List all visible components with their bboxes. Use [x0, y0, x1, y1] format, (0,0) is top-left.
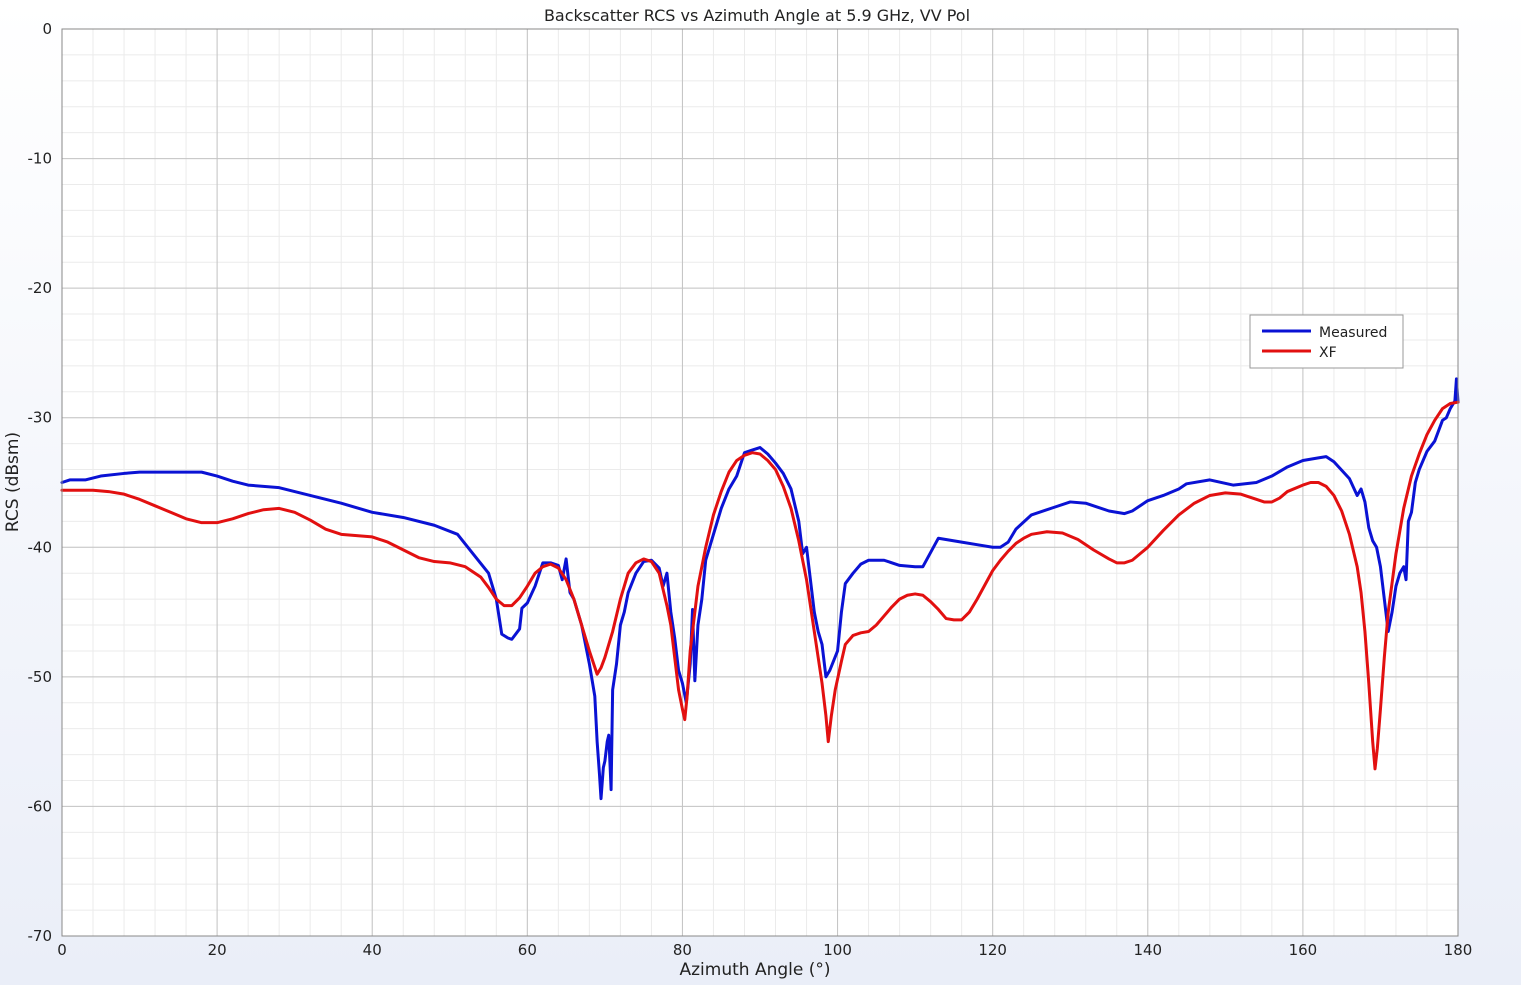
- y-tick-label: -40: [28, 538, 53, 556]
- y-tick-label: -20: [28, 279, 53, 297]
- y-tick-label: -60: [28, 797, 53, 815]
- x-axis-ticks: 0 20 40 60 80 100 120 140 160 180: [57, 941, 1472, 959]
- y-axis-ticks: 0 -10 -20 -30 -40 -50 -60 -70: [28, 20, 53, 945]
- x-axis-title: Azimuth Angle (°): [680, 960, 831, 980]
- x-tick-label: 60: [518, 941, 537, 959]
- plot-border: [61, 28, 1459, 937]
- legend-label-xf: XF: [1319, 345, 1337, 361]
- x-tick-label: 160: [1289, 941, 1318, 959]
- chart-title: Backscatter RCS vs Azimuth Angle at 5.9 …: [544, 6, 970, 25]
- series-line-xf: [60, 400, 1460, 771]
- y-tick-label: -50: [28, 668, 53, 686]
- y-tick-label: -10: [28, 150, 53, 168]
- x-tick-label: 20: [208, 941, 227, 959]
- y-axis-title: RCS (dBsm): [3, 432, 23, 532]
- x-tick-label: 0: [57, 941, 67, 959]
- y-tick-label: 0: [42, 20, 52, 38]
- series-line-measured: [60, 377, 1460, 801]
- x-tick-label: 180: [1444, 941, 1473, 959]
- x-tick-label: 100: [823, 941, 852, 959]
- series-layer: [60, 377, 1460, 801]
- x-tick-label: 40: [363, 941, 382, 959]
- x-tick-label: 140: [1133, 941, 1162, 959]
- legend: Measured XF: [1249, 314, 1404, 369]
- y-tick-label: -70: [28, 927, 53, 945]
- legend-box: [1249, 314, 1404, 369]
- y-tick-label: -30: [28, 409, 53, 427]
- legend-label-measured: Measured: [1319, 325, 1387, 341]
- x-tick-label: 80: [673, 941, 692, 959]
- x-tick-label: 120: [978, 941, 1007, 959]
